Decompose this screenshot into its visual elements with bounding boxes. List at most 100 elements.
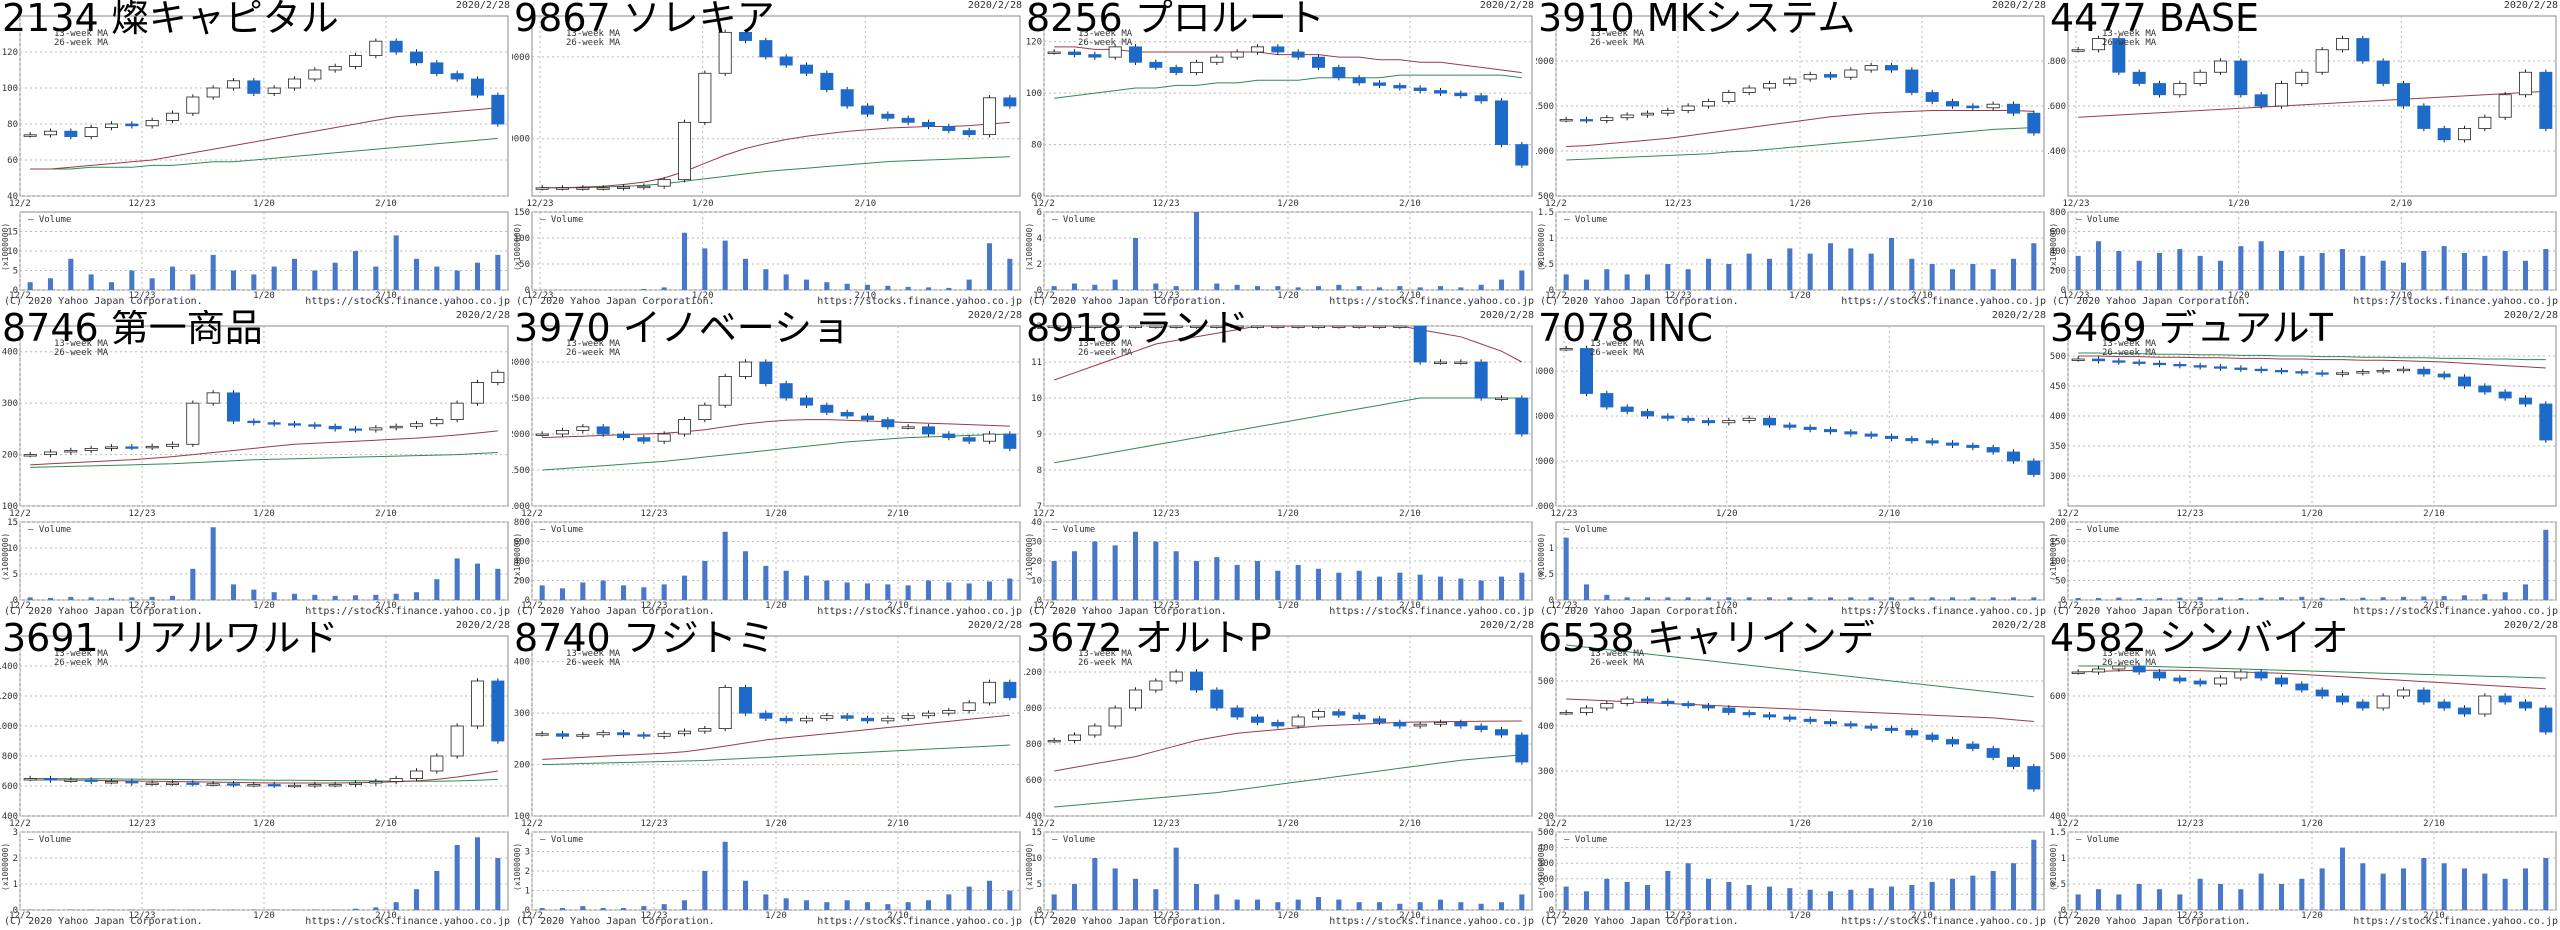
candle bbox=[1088, 325, 1102, 329]
volume-x-tick-label: 12/23 bbox=[1550, 601, 1577, 611]
candle-body bbox=[1352, 325, 1366, 328]
candle-body bbox=[1210, 56, 1224, 63]
chart-date: 2020/2/28 bbox=[2503, 620, 2558, 631]
candle-body bbox=[1925, 734, 1939, 740]
candle-body bbox=[1047, 325, 1061, 328]
candle bbox=[718, 29, 732, 76]
chart-svg: 78910111201020304012/212/212/2312/231/20… bbox=[1025, 322, 1533, 611]
ma13-label: 13-week MA bbox=[1078, 339, 1133, 349]
candle-body bbox=[2092, 358, 2106, 362]
x-tick-label: 2/10 bbox=[854, 199, 876, 209]
candle-body bbox=[1129, 46, 1143, 63]
price-tick-label: 120 bbox=[1026, 38, 1042, 48]
candle bbox=[348, 52, 362, 70]
candle bbox=[2539, 69, 2553, 132]
candle-body bbox=[1189, 671, 1203, 691]
ma26-line bbox=[1566, 127, 2034, 161]
ma13-line bbox=[1566, 698, 2034, 722]
candle bbox=[2376, 58, 2390, 87]
volume-legend: — Volume bbox=[28, 525, 71, 535]
candle-body bbox=[1580, 348, 1594, 394]
candle bbox=[1474, 93, 1488, 104]
candle bbox=[84, 445, 98, 454]
candle bbox=[820, 70, 834, 93]
candle-body bbox=[1803, 718, 1817, 722]
candle bbox=[1189, 59, 1203, 76]
candle-body bbox=[2437, 128, 2451, 141]
volume-tick-label: 10 bbox=[1031, 854, 1042, 864]
x-tick-label: 12/23 bbox=[526, 199, 553, 209]
candle-body bbox=[657, 433, 671, 442]
candle bbox=[596, 424, 610, 437]
candle bbox=[84, 124, 98, 140]
candle-body bbox=[186, 96, 200, 114]
candle bbox=[2027, 763, 2041, 792]
candle-body bbox=[450, 73, 464, 80]
volume-unit: (x1000000) bbox=[513, 533, 522, 581]
ma13-label: 13-week MA bbox=[2102, 339, 2157, 349]
candle bbox=[369, 425, 383, 433]
candle-body bbox=[1393, 325, 1407, 328]
stock-chart-panel: 140016001800020040060080012/2312/231/201… bbox=[2048, 0, 2560, 310]
ma26-label: 26-week MA bbox=[54, 658, 109, 668]
volume-x-tick-label: 2/10 bbox=[854, 291, 876, 301]
candle-body bbox=[799, 397, 813, 406]
candle-body bbox=[596, 426, 610, 435]
candle-body bbox=[2457, 707, 2471, 715]
candle-body bbox=[535, 433, 549, 436]
candle bbox=[1454, 719, 1468, 729]
candle-body bbox=[2092, 668, 2106, 673]
volume-tick-label: 100 bbox=[1538, 890, 1554, 900]
volume-x-tick-label: 2/10 bbox=[375, 601, 397, 611]
candle-body bbox=[1905, 438, 1919, 442]
volume-tick-label: 5 bbox=[13, 267, 18, 277]
candle-body bbox=[2518, 397, 2532, 405]
volume-tick-label: 0 bbox=[13, 906, 18, 916]
ma-legend: 13-week MA 26-week MA bbox=[566, 340, 620, 358]
candle bbox=[657, 176, 671, 189]
candle-body bbox=[759, 40, 773, 58]
candle-body bbox=[125, 446, 139, 449]
x-tick-label: 1/20 bbox=[1716, 509, 1738, 519]
candle bbox=[2254, 92, 2268, 109]
candle-body bbox=[1783, 716, 1797, 720]
chart-title: 9867 ソレキア bbox=[514, 0, 775, 40]
chart-date: 2020/2/28 bbox=[967, 620, 1022, 631]
ma13-line bbox=[1566, 110, 2034, 147]
chart-svg: 140016001800020040060080012/2312/231/201… bbox=[2048, 15, 2557, 301]
volume-x-tick-label: 1/20 bbox=[253, 291, 275, 301]
x-tick-label: 12/2 bbox=[1545, 199, 1567, 209]
candle bbox=[2132, 69, 2146, 87]
candle bbox=[84, 777, 98, 785]
x-tick-label: 12/23 bbox=[1664, 819, 1691, 829]
candle bbox=[2173, 361, 2187, 369]
candle-body bbox=[1945, 739, 1959, 745]
volume-unit: (x1000000) bbox=[1537, 843, 1546, 891]
candle bbox=[491, 92, 505, 127]
candle-body bbox=[328, 784, 342, 787]
candle bbox=[2092, 35, 2106, 53]
candle-body bbox=[1068, 51, 1082, 55]
candle bbox=[759, 37, 773, 60]
x-tick-label: 1/20 bbox=[253, 199, 275, 209]
candle-body bbox=[2153, 362, 2167, 366]
candle bbox=[1580, 345, 1594, 397]
candle bbox=[1580, 116, 1594, 124]
candle bbox=[2254, 669, 2268, 681]
candle bbox=[2396, 366, 2410, 374]
candle-body bbox=[1884, 65, 1898, 71]
candle-body bbox=[2112, 360, 2126, 363]
ma13-line bbox=[2078, 90, 2546, 118]
chart-title: 8256 プロルート bbox=[1026, 0, 1325, 40]
candle-body bbox=[2254, 671, 2268, 679]
candle bbox=[1250, 44, 1264, 55]
candle-body bbox=[2071, 358, 2085, 361]
candle-body bbox=[2478, 385, 2492, 393]
candle bbox=[2518, 395, 2532, 407]
x-tick-label: 1/20 bbox=[1277, 199, 1299, 209]
x-tick-label: 12/2 bbox=[521, 819, 543, 829]
candle-body bbox=[1372, 325, 1386, 328]
ma26-label: 26-week MA bbox=[2102, 658, 2157, 668]
candle-body bbox=[2027, 460, 2041, 475]
candle-body bbox=[1210, 689, 1224, 709]
